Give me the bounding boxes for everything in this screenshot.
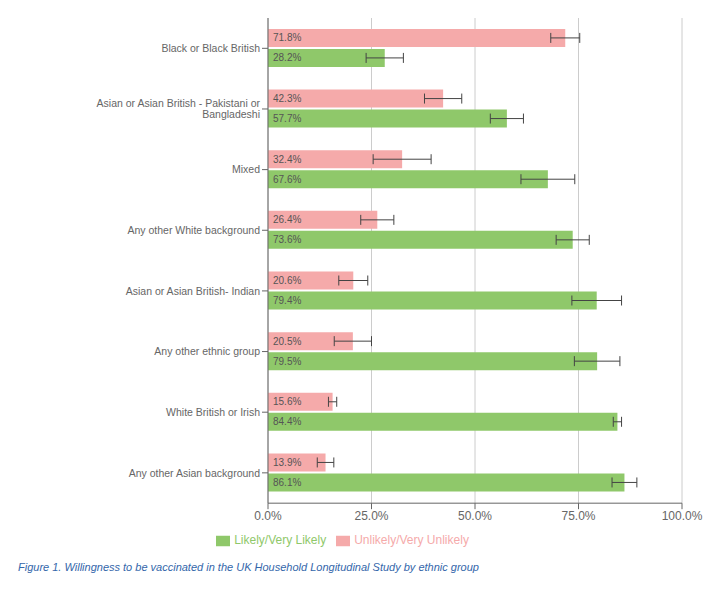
- svg-text:75.0%: 75.0%: [561, 509, 595, 523]
- svg-text:20.5%: 20.5%: [273, 336, 301, 347]
- svg-text:Mixed: Mixed: [232, 163, 260, 175]
- html-text:Likely/Very Likely: Likely/Very Likely: [234, 533, 327, 548]
- svg-text:Asian or Asian British - Pakis: Asian or Asian British - Pakistani orBan…: [97, 97, 261, 120]
- svg-text:71.8%: 71.8%: [273, 32, 301, 43]
- svg-text:50.0%: 50.0%: [458, 509, 492, 523]
- html-text:Figure 1. Willingness to be va: Figure 1. Willingness to be vaccinated i…: [18, 561, 479, 573]
- svg-text:73.6%: 73.6%: [273, 234, 301, 245]
- svg-text:Any other ethnic group: Any other ethnic group: [154, 345, 260, 357]
- svg-text:20.6%: 20.6%: [273, 275, 301, 286]
- svg-text:42.3%: 42.3%: [273, 93, 301, 104]
- svg-text:57.7%: 57.7%: [273, 113, 301, 124]
- svg-text:25.0%: 25.0%: [354, 509, 388, 523]
- svg-text:67.6%: 67.6%: [273, 174, 301, 185]
- svg-text:32.4%: 32.4%: [273, 154, 301, 165]
- svg-text:White British or Irish: White British or Irish: [166, 406, 260, 418]
- svg-text:28.2%: 28.2%: [273, 52, 301, 63]
- svg-text:15.6%: 15.6%: [273, 396, 301, 407]
- svg-text:Asian or Asian British- Indian: Asian or Asian British- Indian: [126, 285, 260, 297]
- svg-text:26.4%: 26.4%: [273, 214, 301, 225]
- svg-text:13.9%: 13.9%: [273, 457, 301, 468]
- svg-text:86.1%: 86.1%: [273, 477, 301, 488]
- svg-text:0.0%: 0.0%: [254, 509, 282, 523]
- svg-text:Any other White background: Any other White background: [128, 224, 261, 236]
- svg-text:Black or Black British: Black or Black British: [161, 42, 260, 54]
- svg-text:100.0%: 100.0%: [662, 509, 703, 523]
- svg-text:84.4%: 84.4%: [273, 416, 301, 427]
- svg-text:79.5%: 79.5%: [273, 356, 301, 367]
- svg-text:79.4%: 79.4%: [273, 295, 301, 306]
- html-text:Unlikely/Very Unlikely: Unlikely/Very Unlikely: [354, 533, 469, 548]
- svg-text:Any other Asian background: Any other Asian background: [129, 467, 260, 479]
